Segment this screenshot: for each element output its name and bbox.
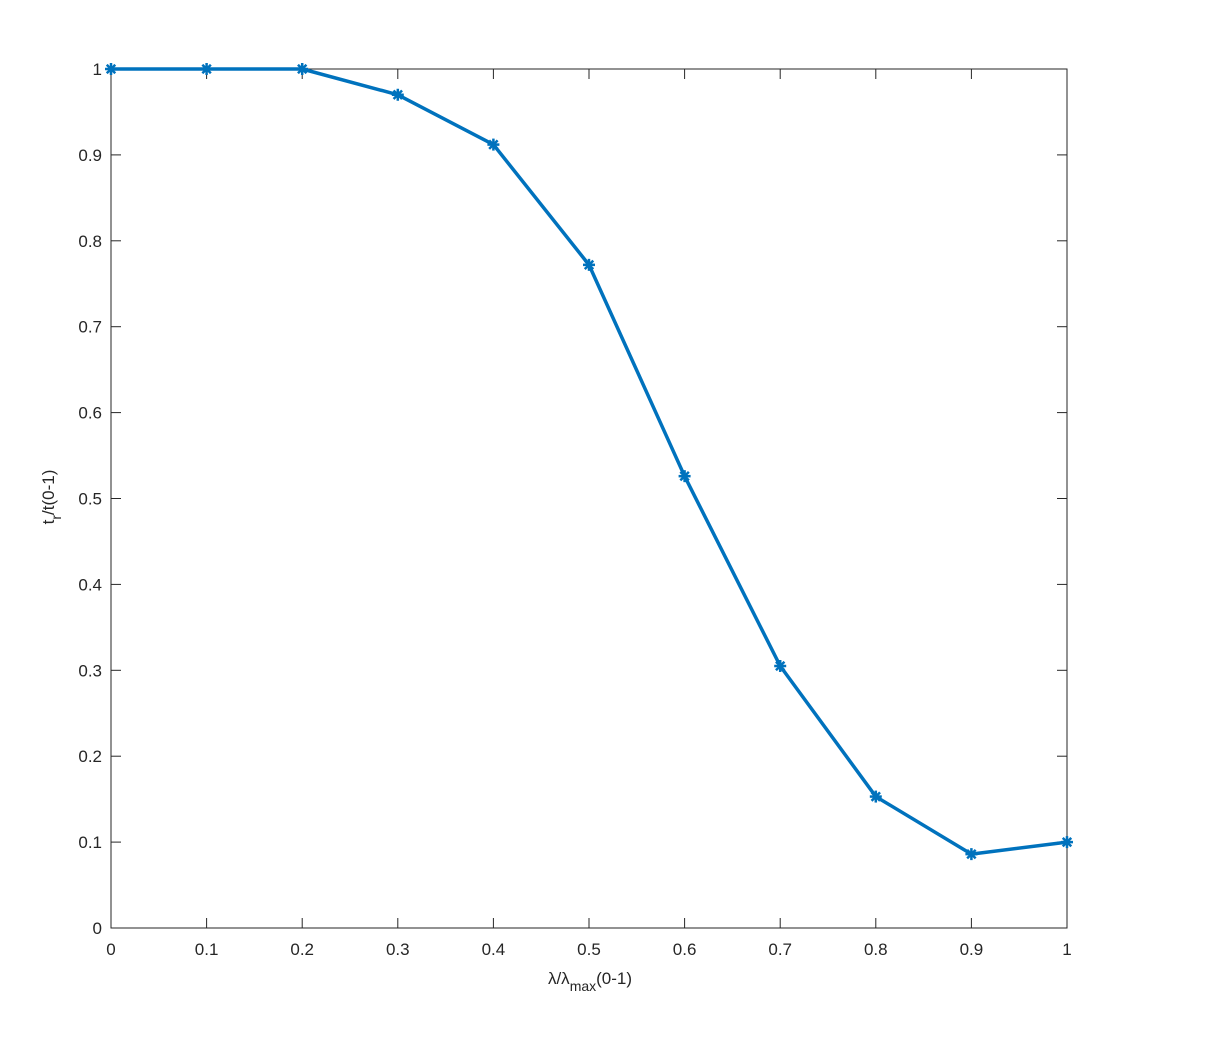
y-tick-label: 0.6 xyxy=(78,404,102,423)
y-tick-label: 0.1 xyxy=(78,833,102,852)
y-tick-label: 0 xyxy=(93,919,102,938)
marker xyxy=(678,470,691,483)
marker-stroke xyxy=(201,63,212,75)
y-axis-label-part: t xyxy=(39,519,58,524)
marker-stroke xyxy=(966,848,977,860)
x-axis-label: λ/λmax(0-1) xyxy=(548,969,632,994)
x-tick-label: 0.3 xyxy=(386,940,410,959)
axes-box xyxy=(110,68,1068,929)
y-tick-label: 0.3 xyxy=(78,661,102,680)
marker xyxy=(774,660,787,673)
x-tick-label: 0.7 xyxy=(768,940,792,959)
y-axis-label-part: /t(0-1) xyxy=(39,470,58,515)
x-tick-label: 0 xyxy=(106,940,115,959)
marker-stroke xyxy=(775,660,786,672)
marker-stroke xyxy=(392,89,403,100)
marker-stroke xyxy=(105,63,117,75)
y-tick-label: 0.5 xyxy=(78,490,102,509)
marker-stroke xyxy=(297,63,308,75)
marker-stroke xyxy=(488,139,499,150)
x-tick-label: 0.6 xyxy=(673,940,697,959)
x-tick-label: 0.2 xyxy=(290,940,314,959)
y-tick-label: 0.2 xyxy=(78,747,102,766)
y-axis-label-part: r xyxy=(48,515,64,520)
x-axis-label-part: max xyxy=(570,978,596,994)
x-axis-label-part: λ xyxy=(548,969,557,988)
x-axis-label-part: (0-1) xyxy=(596,969,632,988)
marker xyxy=(200,63,213,75)
marker xyxy=(869,790,882,803)
y-tick-label: 0.9 xyxy=(78,146,102,165)
y-tick-label: 1 xyxy=(93,60,102,79)
marker xyxy=(583,258,595,271)
marker xyxy=(391,88,404,101)
x-tick-label: 1 xyxy=(1062,940,1071,959)
marker xyxy=(965,848,978,861)
marker xyxy=(1061,836,1073,849)
x-tick-label: 0.9 xyxy=(960,940,984,959)
marker xyxy=(105,63,117,75)
x-tick-label: 0.1 xyxy=(195,940,219,959)
x-tick-label: 0.5 xyxy=(577,940,601,959)
marker-stroke xyxy=(870,791,881,802)
marker-stroke xyxy=(679,471,690,482)
x-tick-label: 0.4 xyxy=(482,940,506,959)
marker-stroke xyxy=(583,259,595,270)
marker xyxy=(296,63,309,75)
marker-stroke xyxy=(1061,836,1073,848)
y-tick-label: 0.7 xyxy=(78,318,102,337)
y-axis-label: tr/t(0-1) xyxy=(39,470,64,525)
y-tick-label: 0.4 xyxy=(78,575,102,594)
x-tick-label: 0.8 xyxy=(864,940,888,959)
marker xyxy=(487,138,500,151)
y-tick-label: 0.8 xyxy=(78,232,102,251)
x-axis-label-part: /λ xyxy=(556,969,570,988)
